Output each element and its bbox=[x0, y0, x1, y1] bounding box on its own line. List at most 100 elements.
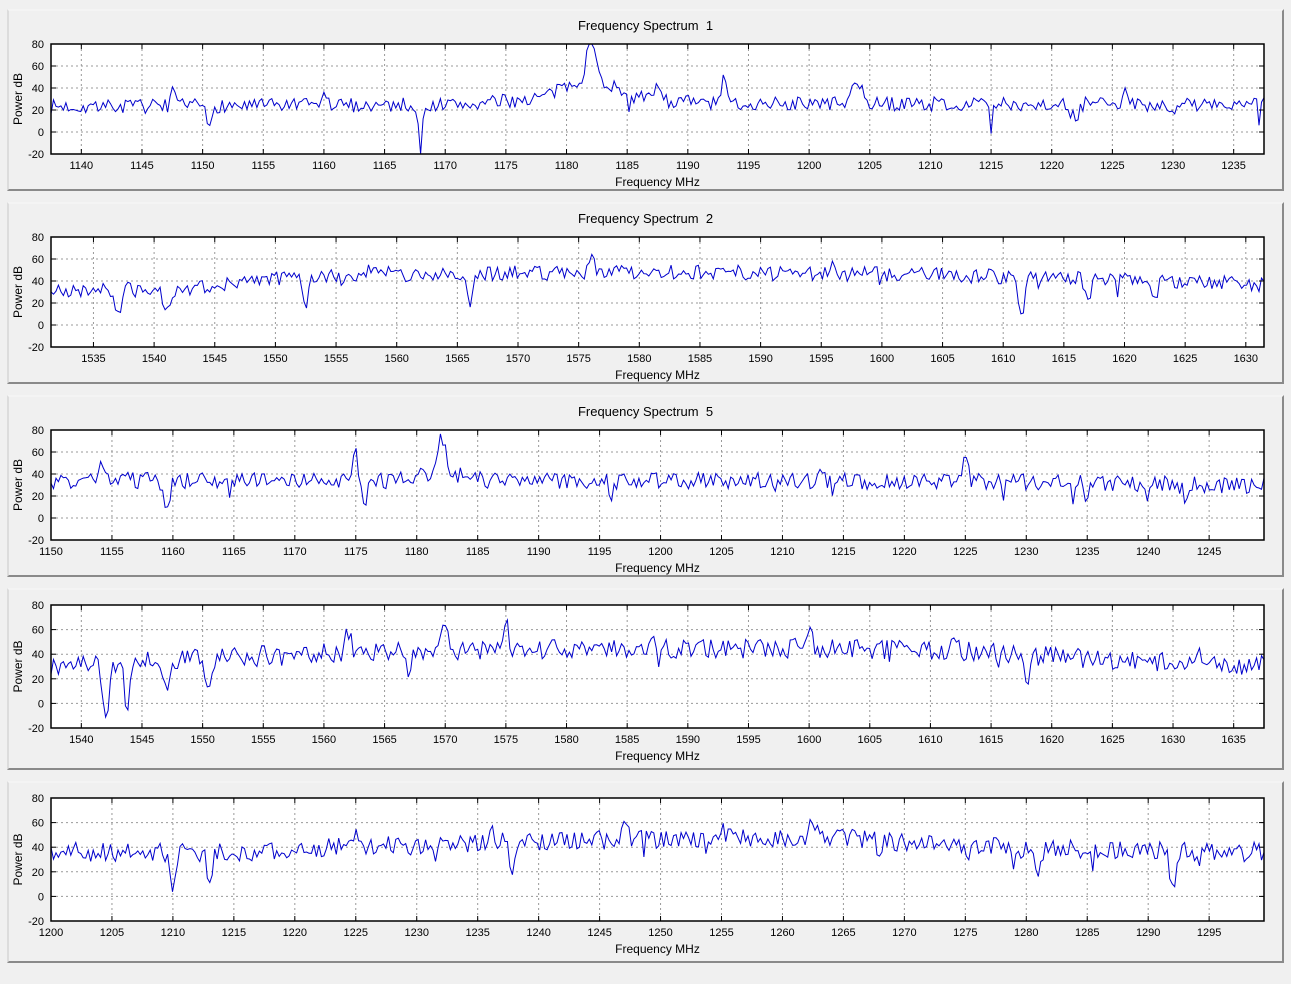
svg-text:1570: 1570 bbox=[506, 353, 530, 365]
svg-text:1200: 1200 bbox=[39, 927, 63, 939]
svg-text:80: 80 bbox=[32, 39, 44, 51]
spectrum-chart-4: 1540 1545 1550 1555 1560 1565 1570 1575 1580 1585… bbox=[11, 600, 1265, 763]
svg-text:1235: 1235 bbox=[1075, 546, 1099, 558]
svg-text:1630: 1630 bbox=[1234, 353, 1258, 365]
svg-text:1225: 1225 bbox=[953, 546, 977, 558]
svg-text:1595: 1595 bbox=[736, 734, 760, 746]
svg-text:1185: 1185 bbox=[466, 546, 490, 558]
svg-text:1200: 1200 bbox=[648, 546, 672, 558]
svg-text:0: 0 bbox=[38, 513, 44, 525]
svg-text:1265: 1265 bbox=[831, 927, 855, 939]
svg-text:1175: 1175 bbox=[494, 160, 518, 172]
svg-text:1625: 1625 bbox=[1100, 734, 1124, 746]
svg-text:80: 80 bbox=[32, 232, 44, 244]
svg-text:40: 40 bbox=[32, 469, 44, 481]
svg-text:Power dB: Power dB bbox=[11, 266, 25, 318]
svg-text:1225: 1225 bbox=[344, 927, 368, 939]
svg-text:1565: 1565 bbox=[372, 734, 396, 746]
svg-text:1220: 1220 bbox=[283, 927, 307, 939]
svg-text:Power dB: Power dB bbox=[11, 459, 25, 511]
svg-text:1240: 1240 bbox=[1136, 546, 1160, 558]
svg-text:1550: 1550 bbox=[263, 353, 287, 365]
chart-title-1: Frequency Spectrum 1 bbox=[577, 18, 714, 33]
svg-text:0: 0 bbox=[38, 127, 44, 139]
svg-text:1610: 1610 bbox=[991, 353, 1015, 365]
svg-text:40: 40 bbox=[32, 649, 44, 661]
svg-text:Frequency MHz: Frequency MHz bbox=[615, 942, 700, 956]
svg-text:60: 60 bbox=[32, 447, 44, 459]
svg-text:1160: 1160 bbox=[312, 160, 336, 172]
svg-text:1245: 1245 bbox=[587, 927, 611, 939]
svg-text:1250: 1250 bbox=[648, 927, 672, 939]
svg-text:0: 0 bbox=[38, 698, 44, 710]
svg-text:1175: 1175 bbox=[344, 546, 368, 558]
svg-text:1200: 1200 bbox=[797, 160, 821, 172]
svg-text:60: 60 bbox=[32, 625, 44, 637]
svg-text:1545: 1545 bbox=[203, 353, 227, 365]
svg-text:1615: 1615 bbox=[1052, 353, 1076, 365]
svg-text:1585: 1585 bbox=[615, 734, 639, 746]
spectrum-panel-1: Frequency Spectrum 1 1140 1145 1150 1155 116… bbox=[7, 9, 1284, 191]
svg-text:0: 0 bbox=[38, 891, 44, 903]
svg-text:1205: 1205 bbox=[709, 546, 733, 558]
svg-text:1230: 1230 bbox=[404, 927, 428, 939]
svg-text:1210: 1210 bbox=[918, 160, 942, 172]
svg-text:1180: 1180 bbox=[555, 160, 579, 172]
svg-text:1155: 1155 bbox=[251, 160, 275, 172]
svg-text:1590: 1590 bbox=[676, 734, 700, 746]
svg-text:-20: -20 bbox=[28, 149, 44, 161]
svg-text:1205: 1205 bbox=[100, 927, 124, 939]
svg-text:1215: 1215 bbox=[979, 160, 1003, 172]
svg-text:1145: 1145 bbox=[130, 160, 154, 172]
svg-text:1625: 1625 bbox=[1173, 353, 1197, 365]
svg-text:1620: 1620 bbox=[1039, 734, 1063, 746]
svg-text:Frequency MHz: Frequency MHz bbox=[615, 561, 700, 575]
svg-text:Frequency MHz: Frequency MHz bbox=[615, 749, 700, 763]
svg-text:Frequency MHz: Frequency MHz bbox=[615, 368, 700, 382]
svg-text:1595: 1595 bbox=[809, 353, 833, 365]
svg-text:1215: 1215 bbox=[831, 546, 855, 558]
svg-text:1170: 1170 bbox=[283, 546, 307, 558]
svg-text:20: 20 bbox=[32, 674, 44, 686]
svg-text:20: 20 bbox=[32, 867, 44, 879]
spectrum-panel-4: 1540 1545 1550 1555 1560 1565 1570 1575 1580 1585… bbox=[7, 588, 1284, 770]
svg-text:-20: -20 bbox=[28, 723, 44, 735]
svg-text:1570: 1570 bbox=[433, 734, 457, 746]
spectrum-panel-5: Frequency Spectrum 5 1150 1155 1160 1165 117… bbox=[7, 395, 1284, 577]
svg-text:1165: 1165 bbox=[222, 546, 246, 558]
svg-text:1230: 1230 bbox=[1014, 546, 1038, 558]
svg-text:1605: 1605 bbox=[930, 353, 954, 365]
svg-text:1230: 1230 bbox=[1161, 160, 1185, 172]
svg-text:20: 20 bbox=[32, 298, 44, 310]
svg-text:-20: -20 bbox=[28, 535, 44, 547]
svg-text:1235: 1235 bbox=[1221, 160, 1245, 172]
svg-text:1220: 1220 bbox=[892, 546, 916, 558]
svg-text:1615: 1615 bbox=[979, 734, 1003, 746]
svg-text:1280: 1280 bbox=[1014, 927, 1038, 939]
svg-text:1170: 1170 bbox=[433, 160, 457, 172]
svg-text:1215: 1215 bbox=[222, 927, 246, 939]
spectrum-chart-1: 1140 1145 1150 1155 1160 1165 1170 1175 1180 1185… bbox=[11, 39, 1265, 189]
svg-text:1555: 1555 bbox=[251, 734, 275, 746]
svg-text:1155: 1155 bbox=[100, 546, 124, 558]
svg-text:1190: 1190 bbox=[676, 160, 700, 172]
svg-text:1575: 1575 bbox=[494, 734, 518, 746]
svg-text:1225: 1225 bbox=[1100, 160, 1124, 172]
svg-text:1580: 1580 bbox=[554, 734, 578, 746]
svg-text:1275: 1275 bbox=[953, 927, 977, 939]
svg-text:1190: 1190 bbox=[527, 546, 551, 558]
svg-text:1600: 1600 bbox=[797, 734, 821, 746]
svg-text:80: 80 bbox=[32, 793, 44, 805]
svg-text:-20: -20 bbox=[28, 916, 44, 928]
svg-text:1635: 1635 bbox=[1221, 734, 1245, 746]
svg-text:80: 80 bbox=[32, 425, 44, 437]
svg-text:1195: 1195 bbox=[588, 546, 612, 558]
svg-text:80: 80 bbox=[32, 600, 44, 612]
svg-text:1605: 1605 bbox=[858, 734, 882, 746]
svg-text:1205: 1205 bbox=[858, 160, 882, 172]
svg-text:40: 40 bbox=[32, 83, 44, 95]
svg-text:1140: 1140 bbox=[69, 160, 93, 172]
svg-text:60: 60 bbox=[32, 254, 44, 266]
svg-text:1285: 1285 bbox=[1075, 927, 1099, 939]
svg-text:1185: 1185 bbox=[615, 160, 639, 172]
